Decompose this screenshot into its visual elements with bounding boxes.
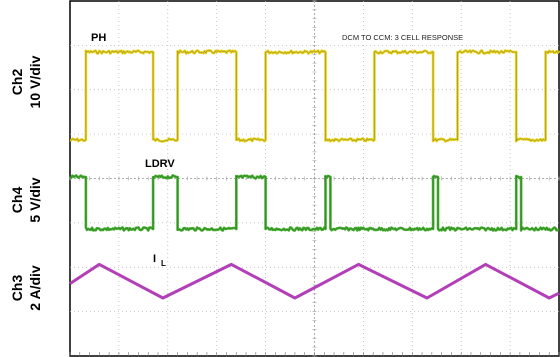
ch4-trace-edge (69, 175, 560, 232)
ch4-axis-label: Ch4 (9, 187, 25, 214)
ch4-scale-label: 5 V/div (27, 177, 43, 222)
ldrv-trace-label: LDRV (145, 158, 175, 170)
il-trace-label: I (153, 253, 156, 265)
ch2-scale-label: 10 V/div (27, 55, 43, 108)
annotation-text: DCM TO CCM: 3 CELL RESPONSE (342, 33, 463, 42)
ph-trace-label: PH (91, 32, 106, 44)
ch3-scale-label: 2 A/div (27, 265, 43, 311)
annotation-box (335, 31, 503, 43)
ch3-trace (69, 262, 560, 300)
ch2-axis-label: Ch2 (9, 69, 25, 96)
ch3-axis-label: Ch3 (9, 275, 25, 302)
grid (69, 0, 560, 357)
ch2-trace-edge (69, 50, 560, 142)
traces (69, 49, 560, 300)
il-trace-label-subscript: L (161, 259, 166, 268)
